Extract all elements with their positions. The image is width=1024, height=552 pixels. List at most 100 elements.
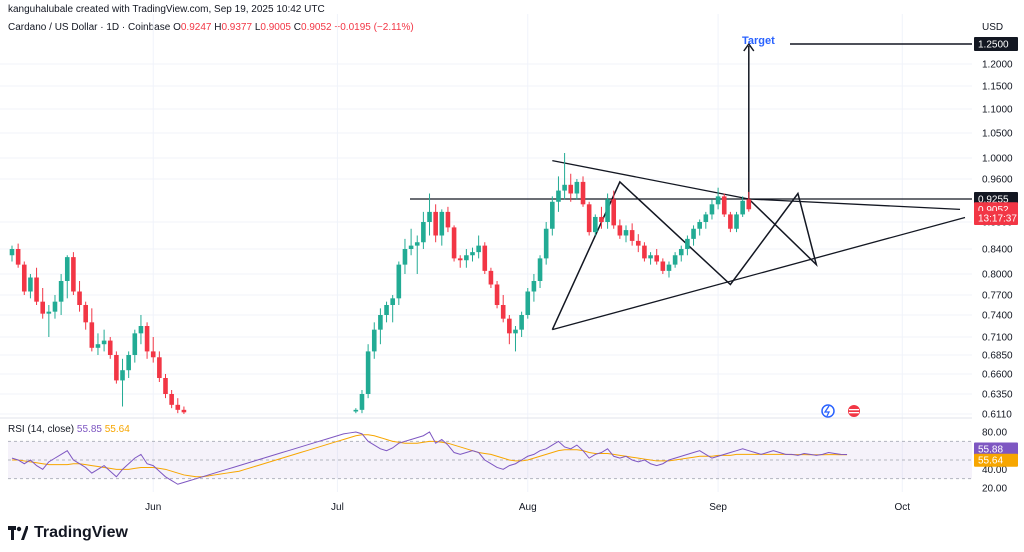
lightning-icon[interactable]: [821, 404, 835, 418]
time-tick-label: Jul: [331, 502, 344, 513]
candle-body: [402, 249, 408, 265]
tradingview-logo[interactable]: TradingView: [8, 524, 128, 542]
candle-body: [550, 201, 555, 229]
candle-body: [642, 245, 647, 259]
chart-icons: [821, 404, 860, 418]
candle-body: [40, 301, 45, 314]
currency-label[interactable]: USD: [982, 22, 1004, 33]
candle-body: [709, 204, 715, 215]
us-flag-icon[interactable]: [848, 405, 860, 417]
rsi-tick-label: 80.00: [982, 428, 1007, 439]
tradingview-mark-icon: [8, 526, 29, 540]
rsi-label[interactable]: RSI (14, close): [8, 424, 75, 435]
candle-body: [378, 315, 383, 330]
candle-body: [556, 190, 561, 202]
candle-body: [114, 355, 119, 381]
price-badge: [974, 210, 1018, 225]
price-tick-label: 0.8000: [982, 270, 1013, 281]
candle-body: [445, 211, 451, 228]
candle-body: [574, 181, 580, 194]
price-tick-label: 0.8400: [982, 245, 1013, 256]
candle-body: [64, 257, 70, 281]
candle-body: [83, 305, 88, 323]
price-badge-text: 0.9052: [978, 205, 1009, 216]
candle-body: [138, 326, 144, 334]
candle-body: [390, 298, 395, 305]
candle-body: [359, 394, 365, 410]
upper-trendline-ext: [748, 198, 961, 211]
candle-body: [488, 270, 494, 285]
close-label: C: [293, 22, 302, 33]
price-tick-label: 1.2000: [982, 60, 1013, 71]
candle-body: [46, 311, 52, 314]
target-label: Target: [742, 35, 775, 47]
rsi-tick-label: 20.00: [982, 484, 1007, 495]
price-tick-label: 0.6110: [982, 410, 1012, 421]
candle-body: [476, 245, 481, 253]
rsi-tick-label: 40.00: [982, 465, 1007, 476]
candle-body: [599, 216, 604, 222]
candle-body: [593, 216, 598, 233]
open-label: O: [173, 22, 181, 33]
candle-body: [617, 225, 623, 236]
high-value: 0.9377: [221, 22, 253, 33]
time-tick-label: Oct: [895, 502, 911, 513]
price-badge-text: 13:17:37: [978, 213, 1017, 224]
candle-body: [586, 204, 592, 233]
candle-body: [697, 222, 702, 229]
time-tick-label: Jun: [145, 502, 161, 513]
candle-body: [21, 264, 27, 292]
price-tick-label: 0.6350: [982, 390, 1013, 401]
candle-body: [150, 351, 156, 358]
candle-body: [15, 249, 21, 265]
candle-body: [507, 318, 512, 334]
candle-body: [439, 211, 445, 236]
candle-body: [740, 200, 745, 215]
price-tick-label: 0.9600: [982, 175, 1013, 186]
author-line: kanguhalubale created with TradingView.c…: [8, 4, 325, 15]
rsi-line: [11, 431, 848, 485]
candle-body: [384, 305, 389, 315]
candle-body: [144, 326, 150, 352]
price-tick-label: 0.7700: [982, 291, 1013, 302]
rsi-badge-text: 55.64: [978, 456, 1003, 467]
candle-body: [611, 199, 617, 226]
candle-body: [28, 277, 33, 292]
open-value: 0.9247: [180, 22, 212, 33]
candle-body: [500, 305, 506, 319]
candle-body: [34, 277, 39, 302]
candle-body: [433, 211, 438, 236]
candle-body: [703, 214, 709, 222]
price-tick-label: 0.7100: [982, 333, 1013, 344]
candle-body: [396, 264, 402, 299]
candle-body: [77, 291, 82, 305]
zigzag-pattern: [551, 180, 818, 330]
candle-body: [715, 196, 721, 205]
price-tick-label: 0.7400: [982, 311, 1013, 322]
candle-body: [132, 333, 138, 355]
candle-body: [666, 264, 672, 271]
candle-body: [635, 240, 641, 246]
candle-body: [691, 228, 696, 239]
grid: [0, 14, 972, 492]
rsi-badge: [974, 453, 1018, 467]
candle-body: [365, 351, 371, 394]
target-arrow-head: [743, 42, 755, 52]
candle-body: [525, 291, 531, 315]
candle-body: [494, 284, 500, 305]
candle-body: [623, 230, 629, 236]
candles: [9, 153, 752, 414]
rsi-badge-text: 55.88: [978, 445, 1003, 456]
candle-body: [482, 245, 488, 271]
symbol-name[interactable]: Cardano / US Dollar · 1D · Coinbase: [8, 22, 171, 33]
symbol-legend: Cardano / US Dollar · 1D · Coinbase O0.9…: [8, 22, 414, 33]
candle-body: [537, 258, 543, 281]
low-value: 0.9005: [260, 22, 291, 33]
price-tick-label: 1.0000: [982, 154, 1013, 165]
candle-body: [181, 409, 187, 413]
price-tick-label: 1.1000: [982, 105, 1013, 116]
candle-body: [101, 340, 107, 345]
low-label: L: [254, 22, 261, 33]
